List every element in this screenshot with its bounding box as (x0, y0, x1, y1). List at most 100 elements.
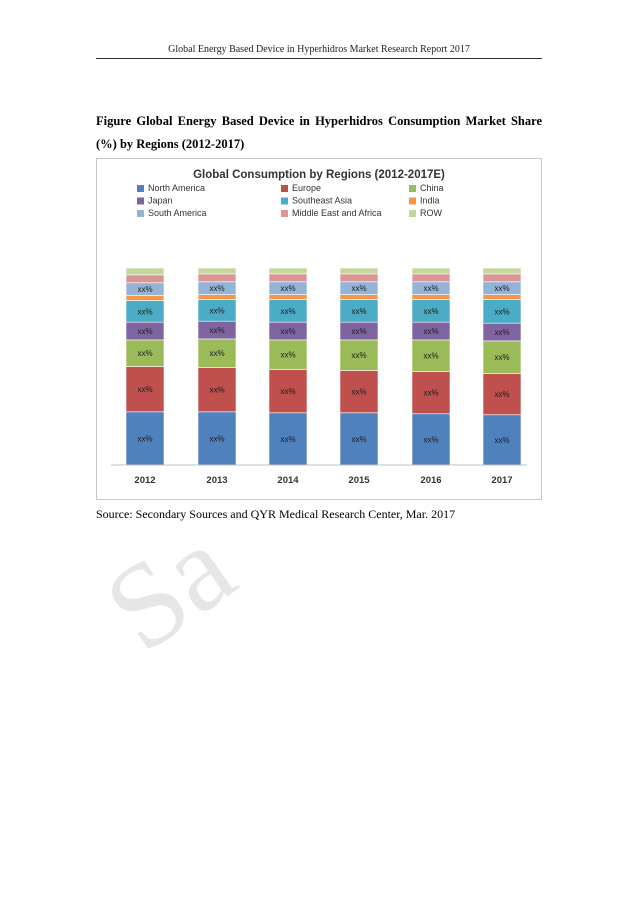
chart-legend: North America Europe China Japan Southeast A… (137, 183, 444, 218)
data-label-2012-china: xx% (137, 349, 152, 358)
bar-2017-north-america (482, 414, 522, 466)
bar-2014-north-america (268, 412, 308, 466)
data-label-2017-china: xx% (494, 353, 509, 362)
data-label-2015-japan: xx% (351, 327, 366, 336)
legend-label-china: China (420, 183, 444, 193)
data-label-2013-south-america: xx% (209, 284, 224, 293)
data-label-2016-europe: xx% (423, 389, 438, 398)
data-label-2013-japan: xx% (209, 326, 224, 335)
header-divider (96, 58, 542, 59)
bar-2015-row (339, 267, 379, 275)
chart-frame: Global Consumption by Regions (2012-2017… (96, 158, 542, 500)
data-label-2017-south-america: xx% (494, 284, 509, 293)
bar-2017-middle-east-and-africa (482, 273, 522, 283)
bar-2013-row (197, 267, 237, 275)
x-tick-label-2015: 2015 (348, 475, 370, 486)
chart-bars: xx% xx% xx% xx% xx% xx% xx% xx% xx% xx% xx% xx% xx% x… (125, 267, 522, 466)
bar-2013-europe (197, 367, 237, 413)
data-label-2013-north-america: xx% (209, 434, 224, 443)
bar-2017-india (482, 294, 522, 300)
legend-swatch-south-america (137, 210, 144, 217)
bar-2015-india (339, 294, 379, 300)
data-label-2015-southeast-asia: xx% (351, 307, 366, 316)
bar-2012-row (125, 267, 165, 276)
bar-2012-europe (125, 366, 165, 413)
bar-2014-europe (268, 369, 308, 414)
x-tick-label-2013: 2013 (206, 475, 227, 486)
data-label-2014-china: xx% (280, 351, 295, 360)
sample-watermark: Sa (95, 510, 256, 660)
figure-caption: Figure Global Energy Based Device in Hyp… (96, 114, 542, 151)
data-label-2015-europe: xx% (351, 388, 366, 397)
data-label-2015-north-america: xx% (351, 435, 366, 444)
data-label-2016-japan: xx% (423, 327, 438, 336)
bar-2016-europe (411, 371, 451, 415)
bar-2014-india (268, 294, 308, 300)
data-label-2015-china: xx% (351, 351, 366, 360)
page-header: Global Energy Based Device in Hyperhidro… (168, 44, 470, 55)
watermark-text: Sa (95, 510, 256, 660)
data-label-2012-europe: xx% (137, 385, 152, 394)
bar-2016-row (411, 267, 451, 275)
data-label-2014-north-america: xx% (280, 435, 295, 444)
bar-2015-china (339, 339, 379, 371)
legend-label-japan: Japan (148, 196, 173, 206)
legend-swatch-southeast-asia (281, 197, 288, 205)
data-label-2015-south-america: xx% (351, 284, 366, 293)
data-label-2017-japan: xx% (494, 328, 509, 337)
data-label-2016-china: xx% (423, 352, 438, 361)
legend-swatch-europe (281, 185, 288, 192)
data-label-2017-southeast-asia: xx% (494, 307, 509, 316)
bar-2012-india (125, 295, 165, 301)
bar-2014-middle-east-and-africa (268, 273, 308, 283)
bar-2013-india (197, 294, 237, 300)
legend-swatch-japan (137, 197, 144, 205)
x-axis-tick-labels: 2012 2013 2014 2015 2016 2017 (134, 475, 512, 486)
bar-2013-china (197, 338, 237, 368)
legend-label-europe: Europe (292, 183, 321, 193)
data-label-2012-southeast-asia: xx% (137, 307, 152, 316)
data-label-2014-japan: xx% (280, 327, 295, 336)
stacked-bar-chart: Global Consumption by Regions (2012-2017… (111, 169, 527, 486)
data-label-2017-north-america: xx% (494, 436, 509, 445)
x-tick-label-2016: 2016 (420, 475, 441, 486)
legend-swatch-india (409, 197, 416, 205)
x-tick-label-2014: 2014 (277, 475, 299, 486)
legend-label-india: India (420, 196, 440, 206)
x-tick-label-2012: 2012 (134, 475, 155, 486)
bar-2015-middle-east-and-africa (339, 273, 379, 283)
x-tick-label-2017: 2017 (491, 475, 512, 486)
data-label-2017-europe: xx% (494, 390, 509, 399)
data-label-2012-north-america: xx% (137, 434, 152, 443)
legend-label-middle-east-and-africa: Middle East and Africa (292, 208, 382, 218)
data-label-2013-europe: xx% (209, 386, 224, 395)
data-label-2016-north-america: xx% (423, 435, 438, 444)
bar-2017-row (482, 267, 522, 275)
bar-2017-europe (482, 373, 522, 416)
data-label-2012-japan: xx% (137, 327, 152, 336)
chart-title: Global Consumption by Regions (2012-2017… (193, 169, 445, 181)
bar-2012-north-america (125, 411, 165, 466)
bar-2016-middle-east-and-africa (411, 273, 451, 283)
bar-2016-india (411, 294, 451, 300)
data-label-2013-china: xx% (209, 349, 224, 358)
legend-swatch-north-america (137, 185, 144, 192)
legend-label-south-america: South America (148, 208, 207, 218)
data-label-2013-southeast-asia: xx% (209, 306, 224, 315)
data-label-2016-southeast-asia: xx% (423, 307, 438, 316)
bar-2015-europe (339, 370, 379, 414)
bar-2012-middle-east-and-africa (125, 274, 165, 284)
data-label-2014-europe: xx% (280, 387, 295, 396)
figure-source-note: Source: Secondary Sources and QYR Medica… (96, 507, 456, 521)
bar-2013-middle-east-and-africa (197, 273, 237, 283)
bar-2014-row (268, 267, 308, 275)
data-label-2012-south-america: xx% (137, 285, 152, 294)
legend-label-southeast-asia: Southeast Asia (292, 196, 352, 206)
bar-2014-china (268, 339, 308, 370)
legend-label-north-america: North America (148, 183, 205, 193)
data-label-2016-south-america: xx% (423, 284, 438, 293)
legend-swatch-row (409, 210, 416, 217)
data-label-2014-south-america: xx% (280, 284, 295, 293)
legend-swatch-china (409, 185, 416, 192)
data-label-2014-southeast-asia: xx% (280, 307, 295, 316)
